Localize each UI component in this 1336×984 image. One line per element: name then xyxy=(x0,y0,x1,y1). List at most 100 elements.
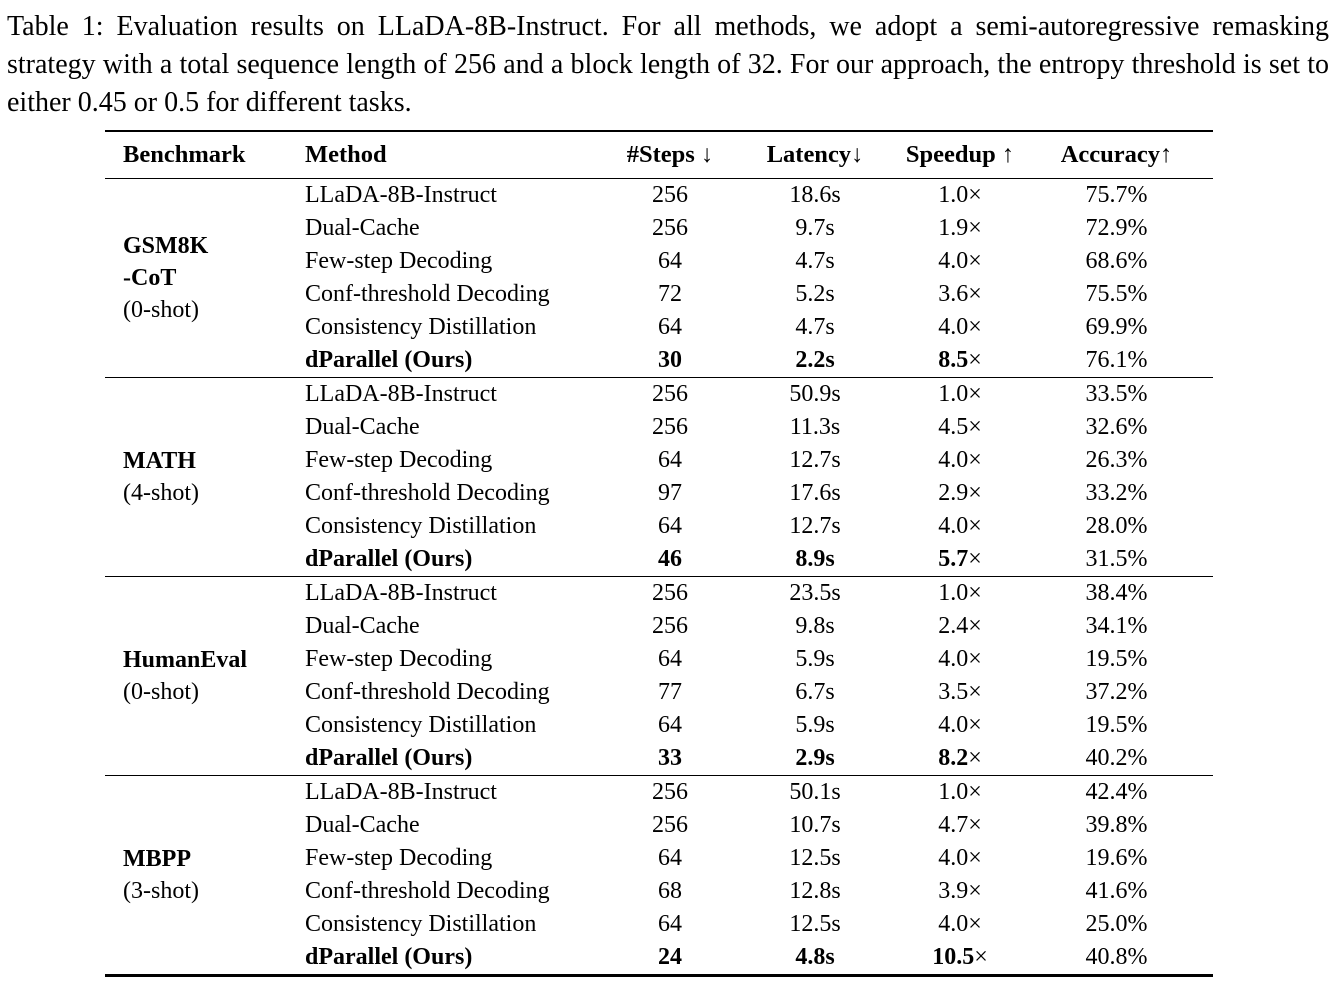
speedup-value: 3.9 xyxy=(938,878,969,904)
method-cell: Dual-Cache xyxy=(305,414,420,440)
latency-cell: 23.5s xyxy=(789,580,841,606)
method-cell: Few-step Decoding xyxy=(305,248,493,274)
times-symbol: × xyxy=(968,281,982,307)
speedup-cell: 4.0× xyxy=(900,444,1020,477)
times-symbol: × xyxy=(968,845,982,871)
latency-cell: 10.7s xyxy=(789,812,841,838)
speedup-value: 1.0 xyxy=(938,580,969,606)
speedup-value: 5.7 xyxy=(938,546,969,572)
method-cell: Conf-threshold Decoding xyxy=(305,878,550,904)
steps-cell: 64 xyxy=(658,646,682,672)
speedup-cell: 5.7× xyxy=(900,543,1020,577)
method-cell: Dual-Cache xyxy=(305,215,420,241)
method-cell: Dual-Cache xyxy=(305,812,420,838)
accuracy-cell: 76.1% xyxy=(1085,347,1148,373)
times-symbol: × xyxy=(968,248,982,274)
accuracy-cell: 42.4% xyxy=(1085,779,1148,805)
speedup-value: 3.5 xyxy=(938,679,969,705)
latency-cell: 5.2s xyxy=(795,281,835,307)
accuracy-cell: 41.6% xyxy=(1085,878,1148,904)
speedup-cell: 3.9× xyxy=(900,875,1020,908)
table-row: HumanEval (0-shot) LLaDA-8B-Instruct 256… xyxy=(105,577,1213,705)
benchmark-shots: (0-shot) xyxy=(123,297,199,323)
table-row: Few-step Decoding 64 4.7s 4.0× 68.6% xyxy=(105,245,1213,278)
times-symbol: × xyxy=(968,911,982,937)
benchmark-name: HumanEval xyxy=(123,647,248,673)
latency-cell: 2.9s xyxy=(795,745,835,771)
speedup-value: 1.0 xyxy=(938,381,969,407)
speedup-value: 4.0 xyxy=(938,513,969,539)
method-cell: dParallel (Ours) xyxy=(305,944,473,970)
steps-cell: 256 xyxy=(652,381,688,407)
method-cell: Consistency Distillation xyxy=(305,513,537,539)
header-latency: Latency↓ xyxy=(730,131,900,179)
speedup-value: 4.0 xyxy=(938,712,969,738)
header-benchmark: Benchmark xyxy=(123,141,246,168)
latency-cell: 12.7s xyxy=(789,447,841,473)
accuracy-cell: 32.6% xyxy=(1085,414,1148,440)
speedup-value: 1.0 xyxy=(938,182,969,208)
speedup-cell: 2.9× xyxy=(900,477,1020,510)
up-arrow-icon: ↑ xyxy=(1160,141,1173,168)
latency-cell: 17.6s xyxy=(789,480,841,506)
steps-cell: 64 xyxy=(658,911,682,937)
speedup-cell: 4.0× xyxy=(900,709,1020,742)
table-row: Few-step Decoding 64 5.9s 4.0× 19.5% xyxy=(105,643,1213,676)
method-cell: Consistency Distillation xyxy=(305,314,537,340)
table-row: Consistency Distillation 64 5.9s 4.0× 19… xyxy=(105,709,1213,742)
speedup-cell: 4.7× xyxy=(900,809,1020,842)
accuracy-cell: 33.2% xyxy=(1085,480,1148,506)
method-cell: Consistency Distillation xyxy=(305,712,537,738)
steps-cell: 256 xyxy=(652,779,688,805)
steps-cell: 256 xyxy=(652,580,688,606)
header-accuracy: Accuracy↑ xyxy=(1020,131,1213,179)
header-speedup-label: Speedup xyxy=(905,141,1002,168)
steps-cell: 64 xyxy=(658,513,682,539)
times-symbol: × xyxy=(968,182,982,208)
benchmark-group-gsm8k-cot: GSM8K -CoT (0-shot) LLaDA-8B-Instruct 25… xyxy=(105,178,1213,378)
benchmark-group-mbpp: MBPP (3-shot) LLaDA-8B-Instruct 256 50.1… xyxy=(105,775,1213,976)
method-cell: LLaDA-8B-Instruct xyxy=(305,182,497,208)
table-row: Dual-Cache 256 9.8s 2.4× 34.1% xyxy=(105,610,1213,643)
down-arrow-icon: ↓ xyxy=(700,141,714,168)
steps-cell: 64 xyxy=(658,248,682,274)
table-row-ours: dParallel (Ours) 46 8.9s 5.7× 31.5% xyxy=(105,543,1213,577)
speedup-cell: 3.6× xyxy=(900,278,1020,311)
steps-cell: 33 xyxy=(658,745,682,771)
latency-cell: 5.9s xyxy=(795,712,835,738)
accuracy-cell: 31.5% xyxy=(1085,546,1148,572)
speedup-value: 4.0 xyxy=(938,248,969,274)
times-symbol: × xyxy=(968,414,982,440)
steps-cell: 46 xyxy=(658,546,682,572)
steps-cell: 64 xyxy=(658,845,682,871)
accuracy-cell: 34.1% xyxy=(1085,613,1148,639)
speedup-cell: 1.0× xyxy=(900,179,1020,213)
speedup-cell: 4.0× xyxy=(900,245,1020,278)
method-cell: LLaDA-8B-Instruct xyxy=(305,779,497,805)
accuracy-cell: 28.0% xyxy=(1085,513,1148,539)
benchmark-name: -CoT xyxy=(123,265,177,291)
times-symbol: × xyxy=(968,812,982,838)
steps-cell: 97 xyxy=(658,480,682,506)
up-arrow-icon: ↑ xyxy=(1001,141,1015,168)
speedup-value: 3.6 xyxy=(938,281,969,307)
method-cell: Few-step Decoding xyxy=(305,845,493,871)
table-row: Consistency Distillation 64 4.7s 4.0× 69… xyxy=(105,311,1213,344)
latency-cell: 9.8s xyxy=(795,613,835,639)
benchmark-name: GSM8K xyxy=(123,233,209,259)
latency-cell: 50.9s xyxy=(789,381,841,407)
latency-cell: 5.9s xyxy=(795,646,835,672)
times-symbol: × xyxy=(968,381,982,407)
speedup-value: 4.7 xyxy=(938,812,969,838)
accuracy-cell: 72.9% xyxy=(1085,215,1148,241)
accuracy-cell: 40.8% xyxy=(1085,944,1148,970)
table-row: Consistency Distillation 64 12.5s 4.0× 2… xyxy=(105,908,1213,941)
steps-cell: 64 xyxy=(658,712,682,738)
method-cell: Conf-threshold Decoding xyxy=(305,679,550,705)
method-cell: LLaDA-8B-Instruct xyxy=(305,580,497,606)
latency-cell: 4.7s xyxy=(795,314,835,340)
latency-cell: 12.7s xyxy=(789,513,841,539)
steps-cell: 256 xyxy=(652,414,688,440)
results-table: Benchmark Method #Steps ↓ Latency↓ Speed… xyxy=(105,130,1213,977)
